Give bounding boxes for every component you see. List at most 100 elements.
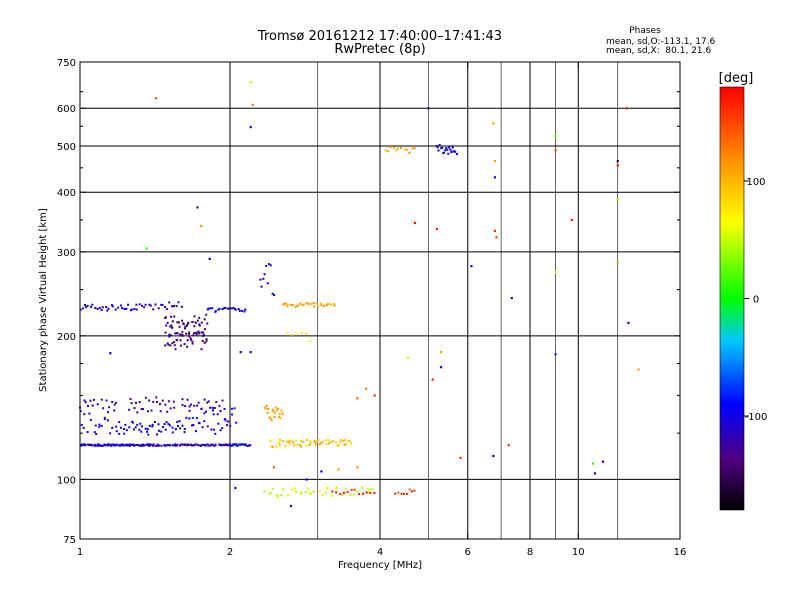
data-point	[439, 366, 443, 369]
data-point	[238, 443, 241, 446]
data-point	[406, 356, 410, 359]
data-point	[186, 339, 189, 342]
data-point	[133, 428, 135, 431]
data-point	[300, 331, 303, 334]
data-point	[244, 444, 247, 447]
data-point	[98, 425, 101, 428]
data-point	[191, 342, 194, 345]
data-point	[271, 408, 274, 411]
data-point	[279, 417, 282, 420]
data-point	[200, 348, 203, 351]
data-point	[206, 425, 209, 428]
data-point	[328, 442, 331, 445]
data-point	[431, 378, 434, 381]
data-point	[212, 409, 214, 412]
data-point	[260, 285, 263, 288]
data-point	[203, 443, 206, 446]
data-point	[133, 444, 136, 447]
data-point	[205, 340, 208, 343]
data-point	[288, 303, 291, 306]
data-point	[299, 302, 302, 305]
data-point	[308, 444, 311, 446]
data-point	[203, 318, 206, 321]
data-point	[286, 440, 289, 443]
data-point	[427, 107, 430, 110]
data-point	[140, 408, 143, 410]
data-point	[226, 424, 228, 427]
data-point	[296, 443, 299, 446]
data-point	[356, 397, 359, 400]
data-point	[142, 443, 145, 446]
data-point	[130, 443, 132, 446]
colorbar-ticks: 100 0 -100	[744, 177, 767, 423]
data-point	[114, 308, 117, 311]
data-point	[101, 444, 104, 447]
data-point	[281, 412, 284, 415]
data-point	[240, 443, 243, 446]
data-point	[171, 444, 174, 447]
data-point	[91, 404, 94, 407]
data-point	[217, 308, 220, 311]
data-point	[170, 315, 173, 318]
data-point	[136, 411, 139, 414]
data-point	[384, 149, 387, 152]
data-point	[180, 305, 183, 308]
data-point	[193, 444, 195, 447]
data-point	[175, 305, 178, 308]
data-point	[156, 401, 158, 404]
data-point	[159, 403, 161, 406]
data-point	[282, 440, 285, 442]
data-point	[217, 422, 220, 425]
data-point	[205, 313, 208, 316]
data-point	[341, 494, 344, 497]
data-point	[155, 444, 158, 447]
data-point	[190, 403, 193, 406]
data-point	[243, 310, 246, 313]
data-point	[220, 443, 223, 446]
data-point	[317, 304, 319, 307]
data-point	[145, 247, 148, 250]
data-point	[140, 444, 142, 447]
data-point	[89, 399, 92, 402]
data-point	[176, 420, 179, 423]
data-point	[121, 444, 123, 447]
data-point	[143, 306, 146, 309]
data-point	[200, 321, 203, 324]
data-point	[194, 430, 197, 433]
data-point	[91, 444, 94, 447]
data-point	[554, 149, 557, 152]
data-point	[219, 429, 222, 432]
data-point	[156, 433, 159, 436]
data-point	[107, 307, 110, 310]
data-point	[413, 221, 417, 225]
data-point	[107, 411, 109, 414]
data-point	[100, 424, 103, 427]
data-point	[361, 486, 364, 489]
data-point	[118, 432, 121, 435]
data-point	[221, 399, 224, 402]
data-point	[356, 490, 359, 493]
data-point	[251, 103, 254, 106]
data-point	[202, 333, 205, 336]
data-point	[269, 264, 272, 267]
data-point	[296, 305, 299, 307]
data-point	[82, 426, 85, 429]
data-point	[79, 410, 82, 413]
data-point	[263, 273, 266, 276]
data-point	[214, 444, 217, 447]
data-point	[120, 426, 122, 429]
data-point	[133, 407, 136, 409]
data-point	[191, 417, 194, 419]
data-point	[459, 456, 462, 459]
data-point	[183, 431, 186, 434]
data-point	[115, 425, 118, 428]
data-point	[206, 322, 209, 325]
data-point	[278, 413, 281, 415]
data-point	[325, 303, 328, 306]
data-point	[327, 439, 330, 442]
data-point	[321, 493, 324, 496]
data-point	[163, 423, 166, 426]
data-point	[79, 308, 82, 311]
data-point	[230, 307, 233, 310]
